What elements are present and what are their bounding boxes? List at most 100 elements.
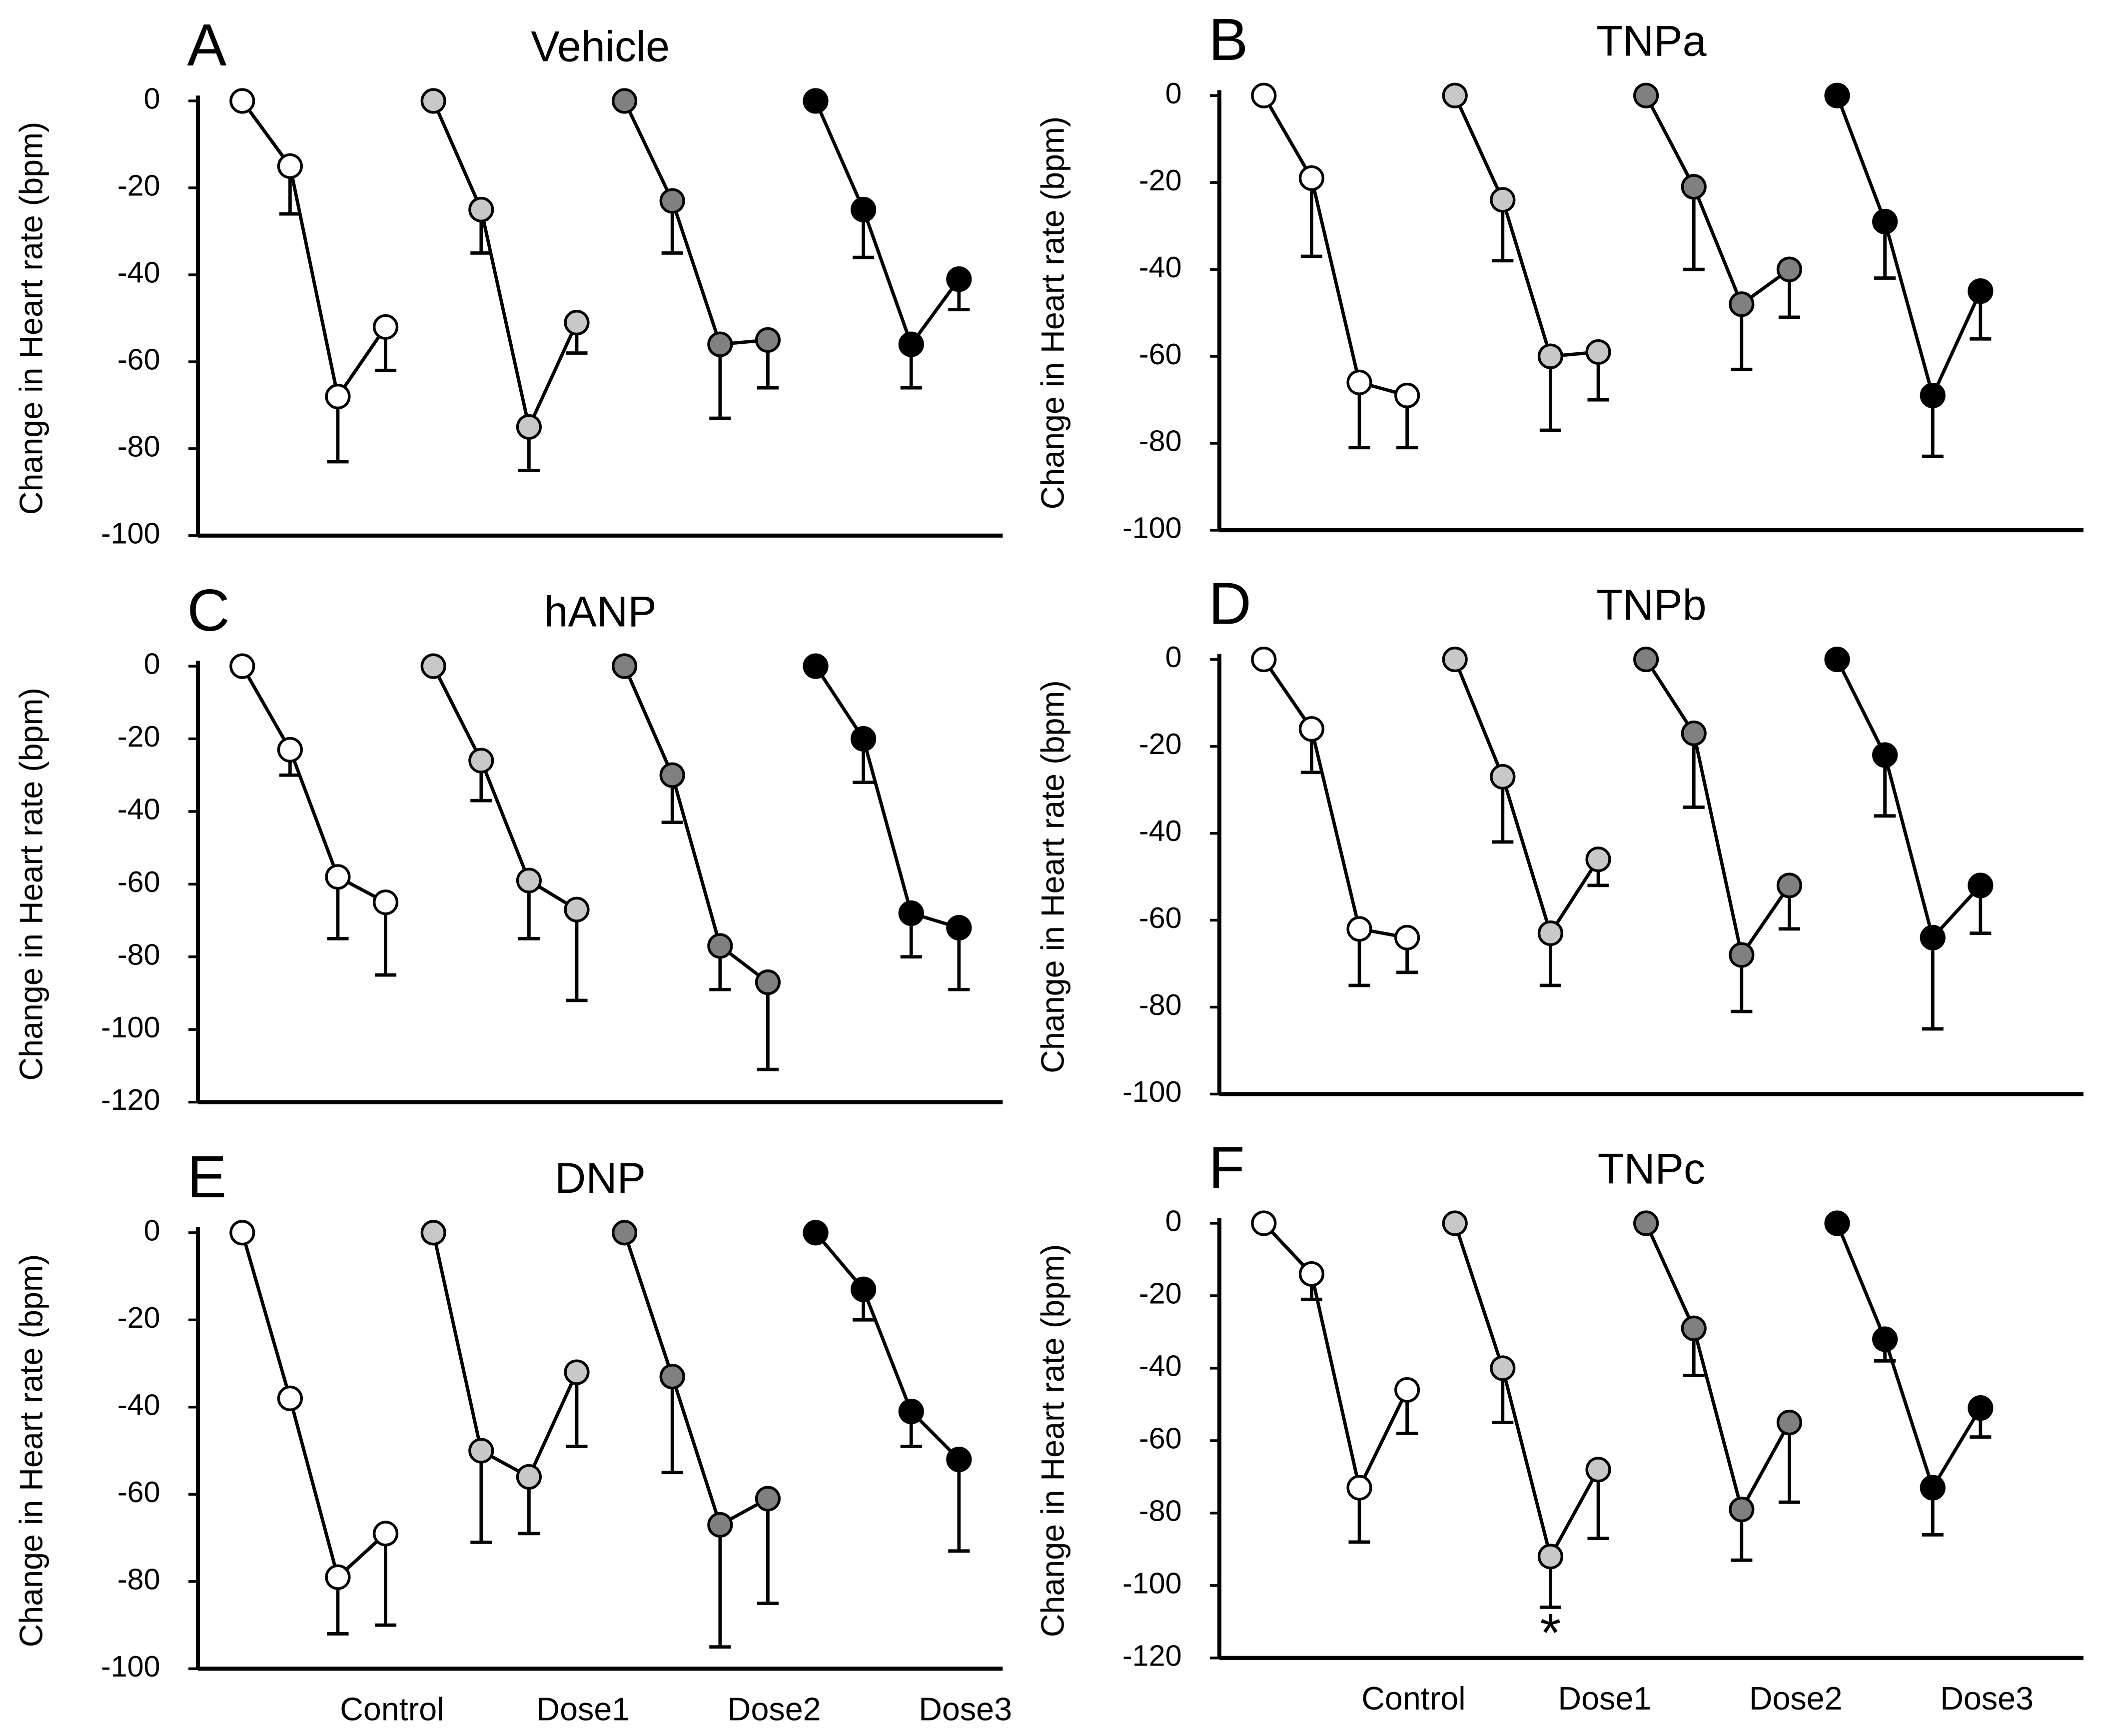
- y-tick-label: -40: [117, 1388, 160, 1421]
- marker: [946, 266, 972, 292]
- y-tick-label: -100: [1122, 511, 1182, 545]
- marker: [420, 88, 446, 114]
- series-line: [623, 100, 768, 346]
- marker: [564, 1359, 590, 1385]
- marker: [1490, 187, 1516, 213]
- series-line: [1644, 1222, 1791, 1514]
- x-group-label: Dose3: [1940, 1680, 2034, 1717]
- y-tick-label: -20: [117, 720, 160, 753]
- marker: [707, 933, 733, 959]
- marker: [516, 868, 542, 893]
- marker: [1681, 720, 1707, 747]
- marker: [1681, 174, 1707, 200]
- y-tick-label: -20: [1139, 727, 1182, 761]
- y-axis-label: Change in Heart rate (bpm): [12, 1254, 49, 1648]
- marker: [1776, 872, 1803, 898]
- marker: [1442, 82, 1468, 108]
- marker: [1968, 278, 1994, 304]
- series-line: [814, 1231, 961, 1461]
- marker: [229, 88, 255, 114]
- marker: [803, 88, 829, 114]
- y-tick-label: -20: [1139, 1277, 1182, 1310]
- marker: [229, 1220, 255, 1246]
- series-line: [240, 665, 387, 904]
- marker: [1776, 1410, 1803, 1436]
- marker: [803, 1220, 829, 1246]
- marker: [1346, 369, 1372, 395]
- panel-title: DNP: [555, 1154, 646, 1202]
- marker: [277, 153, 303, 179]
- series-line: [1644, 658, 1791, 959]
- y-tick-label: -80: [117, 1562, 160, 1596]
- marker: [659, 762, 685, 788]
- marker: [1251, 646, 1277, 673]
- marker: [564, 310, 590, 336]
- marker: [1968, 872, 1994, 898]
- marker: [898, 900, 924, 926]
- series-line: [1835, 1222, 1982, 1492]
- panel-letter: F: [1208, 1135, 1244, 1201]
- marker: [755, 1486, 781, 1512]
- y-tick-label: -20: [117, 1301, 160, 1334]
- series-line: [1262, 658, 1408, 939]
- series-line: [1453, 1222, 1600, 1561]
- marker: [1585, 847, 1611, 872]
- y-tick-label: -60: [1139, 337, 1182, 371]
- marker: [1872, 208, 1898, 235]
- y-tick-label: -80: [117, 430, 160, 463]
- x-group-label: Dose2: [728, 1691, 821, 1728]
- panel-letter: E: [187, 1144, 226, 1210]
- x-group-label: Dose2: [1749, 1680, 1843, 1717]
- marker: [1298, 716, 1324, 742]
- marker: [1490, 764, 1516, 790]
- x-group-label: Dose3: [919, 1691, 1012, 1728]
- series-line: [814, 100, 961, 348]
- marker: [373, 889, 399, 915]
- y-axis-label: Change in Heart rate (bpm): [12, 122, 49, 515]
- y-axis-label: Change in Heart rate (bpm): [1034, 680, 1070, 1073]
- marker: [229, 653, 255, 679]
- marker: [1729, 291, 1755, 317]
- panel-letter: D: [1208, 571, 1251, 637]
- marker: [373, 314, 399, 340]
- marker: [1537, 1544, 1564, 1570]
- x-group-label: Dose1: [536, 1691, 630, 1728]
- y-tick-label: -100: [1122, 1075, 1182, 1108]
- y-tick-label: -20: [117, 169, 160, 202]
- y-tick-label: -120: [101, 1083, 160, 1116]
- y-tick-label: -120: [1122, 1639, 1182, 1672]
- y-tick-label: -80: [1139, 424, 1182, 458]
- series-line: [1453, 94, 1599, 358]
- x-group-label: Dose1: [1558, 1680, 1651, 1717]
- y-tick-label: -40: [117, 256, 160, 289]
- y-tick-label: -20: [1139, 163, 1182, 197]
- marker: [516, 414, 542, 440]
- series-line: [1835, 95, 1982, 401]
- marker: [803, 653, 829, 679]
- series-line: [240, 1232, 387, 1581]
- marker: [1251, 1210, 1277, 1236]
- y-tick-label: -80: [1139, 1494, 1182, 1528]
- panel-title: hANP: [544, 588, 657, 636]
- marker: [755, 969, 781, 995]
- marker: [851, 726, 877, 752]
- marker: [1968, 1395, 1994, 1421]
- marker: [1920, 1475, 1946, 1501]
- marker: [1729, 1497, 1755, 1523]
- series-line: [1644, 94, 1791, 307]
- y-tick-label: -100: [1122, 1566, 1182, 1600]
- marker: [851, 196, 877, 223]
- marker: [1251, 82, 1277, 108]
- marker: [1442, 646, 1468, 673]
- y-axis-label: Change in Heart rate (bpm): [1034, 1244, 1070, 1638]
- marker: [1824, 646, 1850, 673]
- marker: [1394, 382, 1420, 408]
- y-tick-label: -60: [117, 1475, 160, 1509]
- series-line: [1262, 1222, 1409, 1493]
- marker: [1633, 82, 1659, 108]
- marker: [707, 331, 733, 357]
- series-line: [432, 100, 579, 432]
- marker: [1633, 1210, 1659, 1236]
- marker: [277, 737, 303, 763]
